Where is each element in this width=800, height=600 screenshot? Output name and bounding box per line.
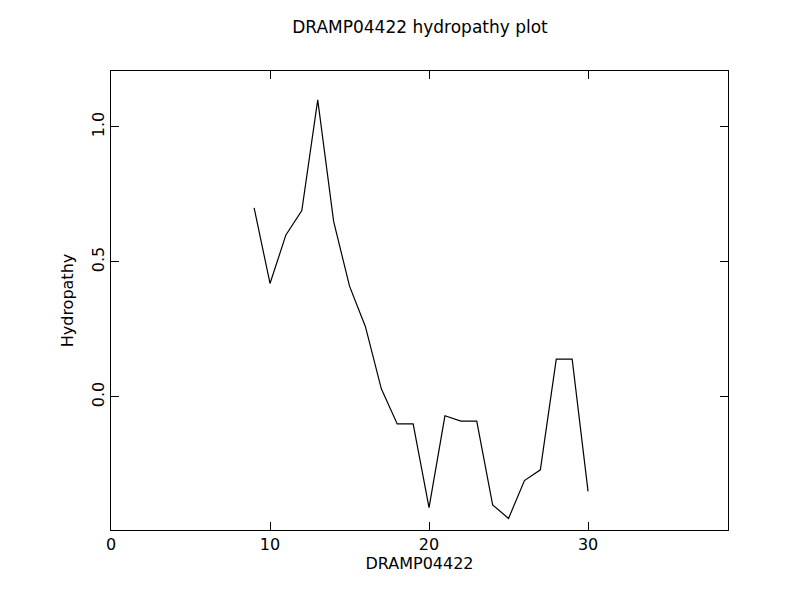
svg-text:0: 0 — [106, 535, 116, 554]
svg-text:0.0: 0.0 — [89, 382, 108, 407]
svg-text:10: 10 — [260, 535, 280, 554]
svg-text:1.0: 1.0 — [89, 112, 108, 137]
svg-text:DRAMP04422: DRAMP04422 — [365, 554, 473, 573]
svg-text:30: 30 — [578, 535, 598, 554]
svg-text:0.5: 0.5 — [89, 247, 108, 272]
svg-text:20: 20 — [419, 535, 439, 554]
svg-text:DRAMP04422 hydropathy plot: DRAMP04422 hydropathy plot — [292, 17, 548, 37]
svg-text:Hydropathy: Hydropathy — [58, 254, 77, 348]
